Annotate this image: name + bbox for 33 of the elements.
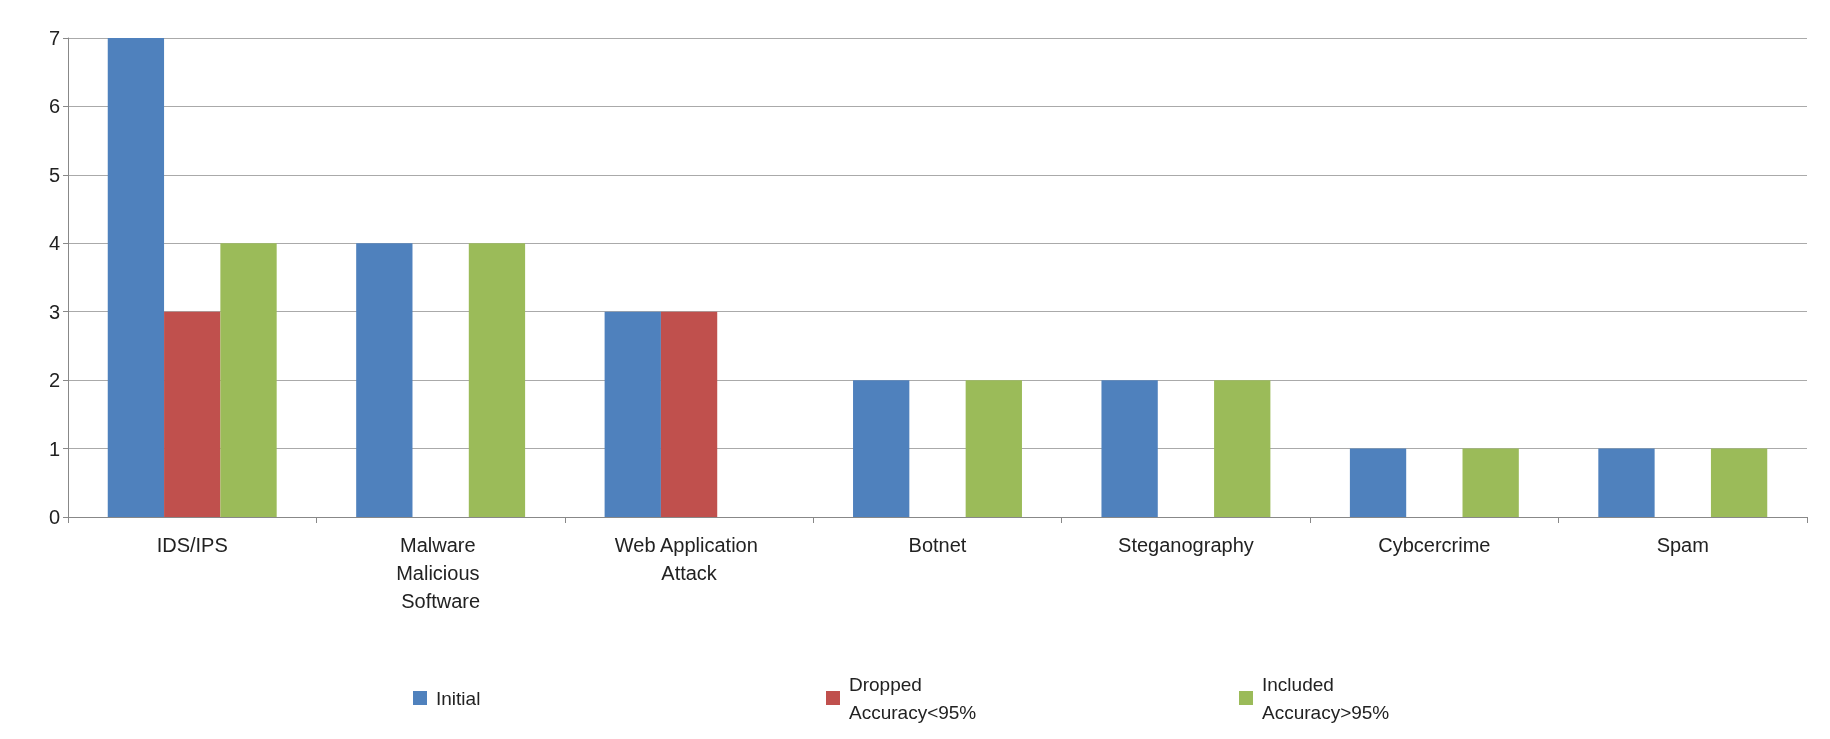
- x-tick-label: Cybcercrime: [1378, 534, 1491, 556]
- bar: [965, 380, 1022, 517]
- bar: [1710, 448, 1768, 517]
- x-tick-label: Spam: [1656, 534, 1709, 556]
- x-tick-label: Steganography: [1118, 534, 1254, 556]
- bar: [356, 243, 413, 517]
- x-tick-label: Malware Malicious Software: [396, 534, 486, 612]
- y-tick-label: 7: [48, 27, 60, 49]
- y-tick-label: 5: [48, 163, 60, 186]
- bar: [468, 243, 526, 517]
- x-tick-label: Botnet: [908, 534, 967, 556]
- y-tick-label: 4: [48, 232, 60, 255]
- y-tick-label: 0: [48, 506, 60, 528]
- x-tick-label: Web Application Attack: [614, 534, 764, 584]
- bar: [1462, 448, 1519, 517]
- bar: [1214, 380, 1271, 517]
- bar: [220, 243, 277, 517]
- y-tick-label: 1: [48, 437, 60, 460]
- bar: [660, 311, 718, 517]
- bar: [107, 38, 165, 517]
- y-tick-label: 3: [48, 300, 60, 323]
- legend-label: Dropped Accuracy<95%: [849, 673, 977, 723]
- bar: [604, 311, 661, 517]
- y-tick-label: 2: [48, 369, 60, 392]
- bar: [1598, 448, 1655, 517]
- y-tick-label: 6: [48, 95, 60, 118]
- bar: [1349, 448, 1407, 517]
- bar: [164, 311, 221, 517]
- legend-label: Initial: [436, 687, 481, 709]
- x-tick-label: IDS/IPS: [156, 534, 228, 556]
- bar: [1101, 380, 1158, 517]
- bar: [853, 380, 910, 517]
- legend-label: Included Accuracy>95%: [1262, 673, 1390, 723]
